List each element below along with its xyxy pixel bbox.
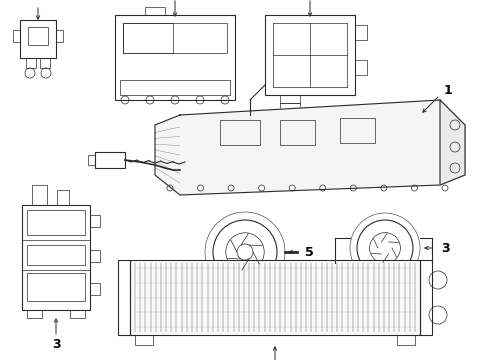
Text: 1: 1 [443, 84, 452, 96]
Bar [32, 185, 47, 205]
Bar [27, 210, 85, 235]
Bar [280, 120, 315, 145]
Text: 5: 5 [305, 246, 314, 258]
Bar [340, 118, 375, 143]
Bar [90, 250, 100, 262]
Bar [355, 25, 367, 40]
Bar [56, 30, 63, 42]
Bar [145, 7, 165, 15]
Bar [280, 103, 300, 109]
Bar [88, 155, 95, 165]
Bar [355, 60, 367, 75]
Bar [123, 23, 173, 53]
Bar [265, 15, 355, 95]
Polygon shape [440, 100, 465, 185]
Bar [13, 30, 20, 42]
Bar [90, 215, 100, 227]
Text: 3: 3 [441, 242, 449, 255]
Bar [130, 260, 420, 335]
Bar [220, 120, 260, 145]
Bar [135, 335, 153, 345]
Bar [118, 260, 130, 335]
Bar [28, 27, 48, 45]
Bar [26, 58, 36, 68]
Bar [22, 205, 90, 310]
Text: 3: 3 [51, 338, 60, 351]
Bar [20, 20, 56, 58]
Bar [90, 283, 100, 295]
Bar [27, 273, 85, 301]
Bar [120, 80, 230, 95]
Bar [40, 58, 50, 68]
Bar [70, 310, 85, 318]
Bar [397, 335, 415, 345]
Bar [95, 152, 125, 168]
Bar [27, 310, 42, 318]
Bar [57, 190, 69, 205]
Bar [27, 245, 85, 265]
Text: 2: 2 [34, 0, 42, 4]
Polygon shape [155, 100, 465, 195]
Bar [123, 23, 227, 53]
Bar [115, 15, 235, 100]
Bar [420, 260, 432, 335]
Bar [280, 95, 300, 103]
